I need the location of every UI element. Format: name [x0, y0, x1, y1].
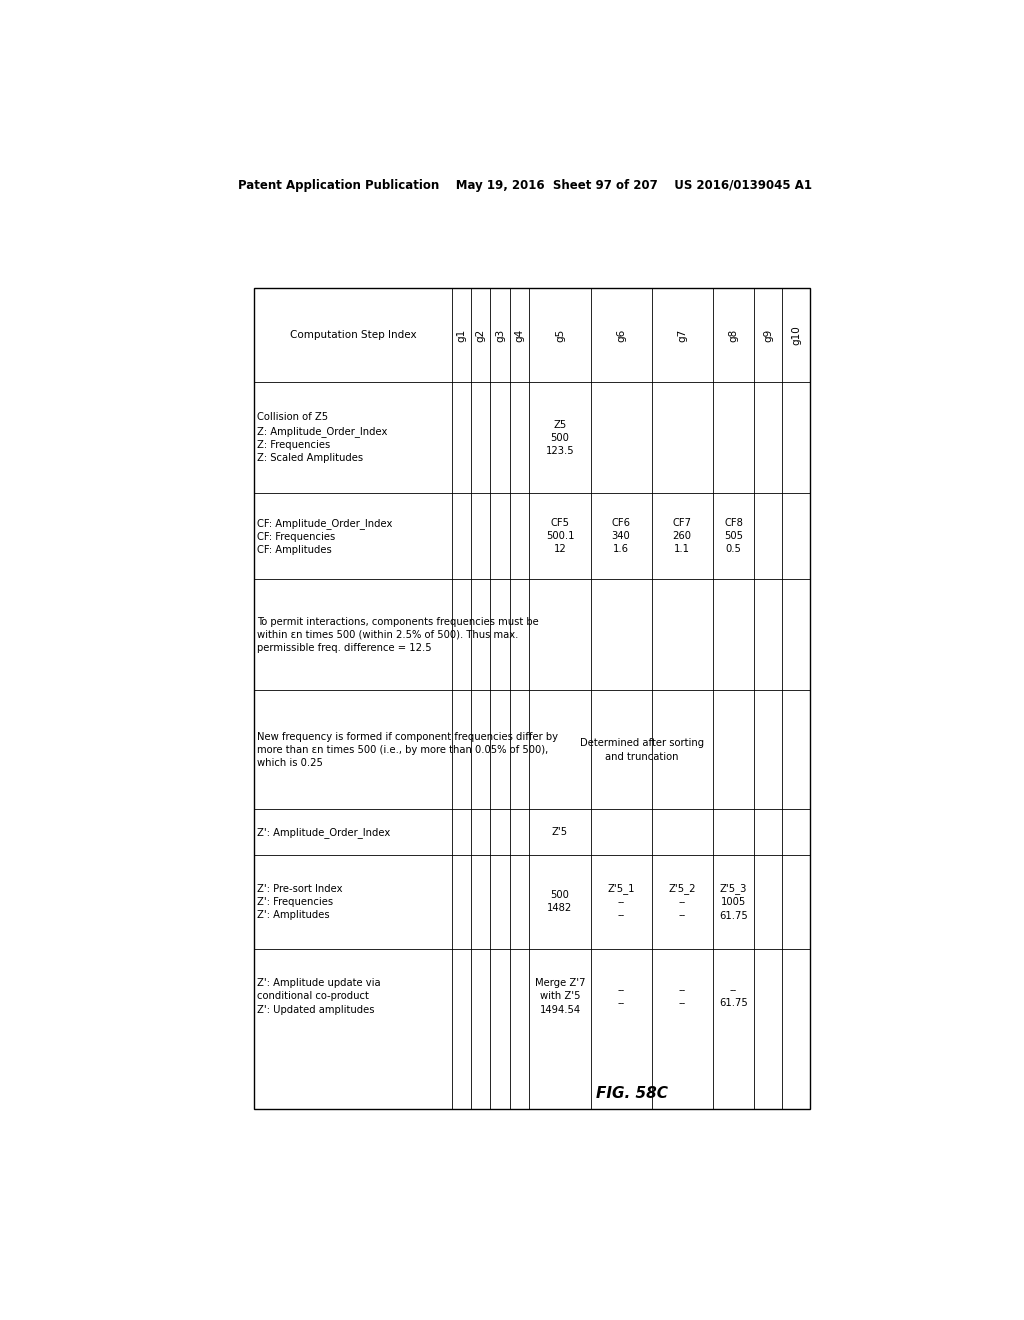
Text: Z': Amplitude_Order_Index: Z': Amplitude_Order_Index	[257, 826, 391, 837]
Text: g5: g5	[555, 329, 565, 342]
Text: CF6
340
1.6: CF6 340 1.6	[611, 517, 631, 554]
Text: Patent Application Publication    May 19, 2016  Sheet 97 of 207    US 2016/01390: Patent Application Publication May 19, 2…	[238, 178, 812, 191]
Text: Collision of Z5
Z: Amplitude_Order_Index
Z: Frequencies
Z: Scaled Amplitudes: Collision of Z5 Z: Amplitude_Order_Index…	[257, 412, 388, 463]
Text: Computation Step Index: Computation Step Index	[290, 330, 417, 341]
Text: g3: g3	[496, 329, 505, 342]
Text: New frequency is formed if component frequencies differ by
more than εn times 50: New frequency is formed if component fre…	[257, 731, 558, 768]
Text: g4: g4	[515, 329, 524, 342]
Text: CF: Amplitude_Order_Index
CF: Frequencies
CF: Amplitudes: CF: Amplitude_Order_Index CF: Frequencie…	[257, 517, 393, 554]
Text: Z'5_2
--
--: Z'5_2 -- --	[669, 883, 696, 920]
Text: Z'5_1
--
--: Z'5_1 -- --	[607, 883, 635, 920]
Text: --
61.75: -- 61.75	[719, 985, 748, 1008]
Text: Merge Z'7
with Z'5
1494.54: Merge Z'7 with Z'5 1494.54	[535, 978, 585, 1015]
Text: g6: g6	[616, 329, 626, 342]
Text: Z'5_3
1005
61.75: Z'5_3 1005 61.75	[719, 883, 748, 920]
Text: Determined after sorting
and truncation: Determined after sorting and truncation	[580, 738, 703, 762]
Text: --
--: -- --	[617, 985, 625, 1008]
Text: Z': Amplitude update via
conditional co-product
Z': Updated amplitudes: Z': Amplitude update via conditional co-…	[257, 978, 381, 1015]
Text: g2: g2	[476, 329, 485, 342]
Text: Z5
500
123.5: Z5 500 123.5	[546, 420, 574, 455]
Text: To permit interactions, components frequencies must be
within εn times 500 (with: To permit interactions, components frequ…	[257, 616, 540, 653]
Text: g1: g1	[457, 329, 466, 342]
Text: g7: g7	[677, 329, 687, 342]
Text: Z': Pre-sort Index
Z': Frequencies
Z': Amplitudes: Z': Pre-sort Index Z': Frequencies Z': A…	[257, 883, 343, 920]
Text: g10: g10	[792, 325, 801, 345]
Text: CF7
260
1.1: CF7 260 1.1	[673, 517, 691, 554]
Text: FIG. 58C: FIG. 58C	[596, 1086, 668, 1101]
Bar	[254, 288, 810, 1109]
Text: g9: g9	[763, 329, 773, 342]
Text: 500
1482: 500 1482	[547, 890, 572, 913]
Text: --
--: -- --	[679, 985, 686, 1008]
Text: CF5
500.1
12: CF5 500.1 12	[546, 517, 574, 554]
Text: CF8
505
0.5: CF8 505 0.5	[724, 517, 743, 554]
Text: g8: g8	[729, 329, 738, 342]
Text: Z'5: Z'5	[552, 828, 568, 837]
